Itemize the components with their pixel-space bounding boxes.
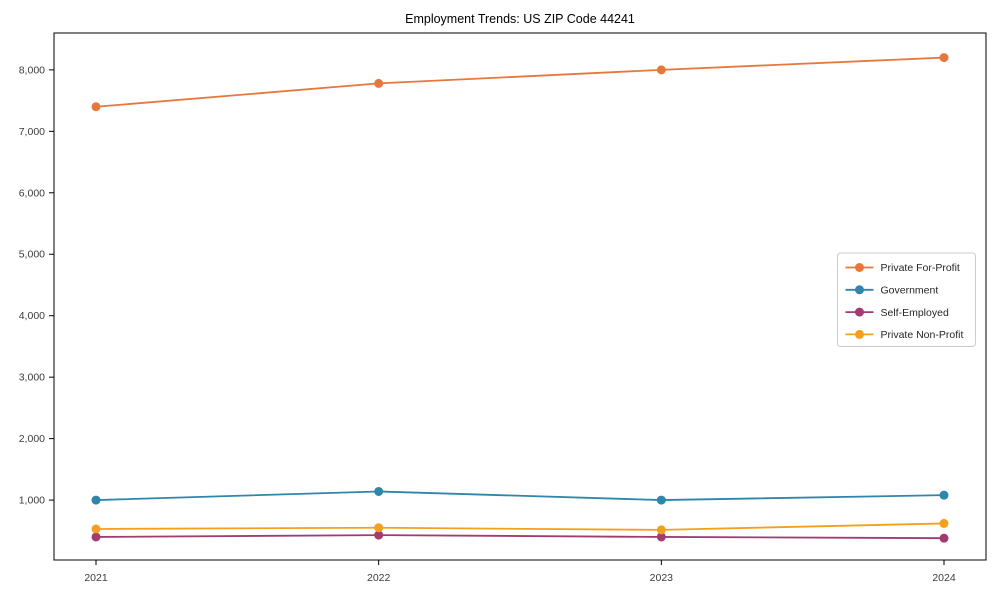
data-point <box>91 532 101 542</box>
data-point <box>91 524 101 534</box>
data-point <box>374 78 384 88</box>
legend-label: Government <box>881 285 939 297</box>
data-point <box>939 53 949 63</box>
data-point <box>656 532 666 542</box>
legend-label: Private For-Profit <box>881 262 960 274</box>
legend-label: Private Non-Profit <box>881 329 964 341</box>
data-point <box>374 523 384 533</box>
data-point <box>374 530 384 540</box>
series-line-private-non-profit <box>95 522 945 531</box>
series-line-self-employed <box>95 534 945 540</box>
y-tick-label: 8,000 <box>19 64 45 76</box>
data-point <box>656 495 666 505</box>
y-tick-label: 6,000 <box>19 187 45 199</box>
data-point <box>656 525 666 535</box>
data-point <box>939 533 949 543</box>
legend-sample-marker <box>855 263 864 272</box>
series-line-private-for-profit <box>95 56 945 108</box>
x-tick-label: 2022 <box>367 572 391 584</box>
axes-frame <box>53 32 987 561</box>
data-point <box>374 486 384 496</box>
x-tick-label: 2024 <box>932 572 956 584</box>
legend-sample-marker <box>855 285 864 295</box>
data-point <box>656 65 666 75</box>
y-tick-label: 1,000 <box>19 495 45 507</box>
y-tick-label: 4,000 <box>19 310 45 322</box>
data-point <box>939 518 949 528</box>
data-point <box>91 102 101 112</box>
legend-box <box>837 252 976 347</box>
series-line-government <box>95 490 945 501</box>
x-tick-label: 2021 <box>84 572 108 584</box>
x-tick-label: 2023 <box>650 572 674 584</box>
legend-sample-marker <box>855 307 864 317</box>
y-tick-label: 7,000 <box>19 126 45 138</box>
data-point <box>939 490 949 500</box>
legend-sample-marker <box>855 329 864 339</box>
y-tick-label: 5,000 <box>19 249 45 261</box>
plot-area: 1,000 2,000 3,000 4,000 5,000 6,000 7,000 8,000… <box>19 32 987 584</box>
data-point <box>91 495 101 505</box>
y-tick-label: 3,000 <box>19 372 45 384</box>
chart-title: Employment Trends: US ZIP Code 44241 <box>405 12 635 26</box>
legend-label: Self-Employed <box>881 307 949 319</box>
y-tick-label: 2,000 <box>19 433 45 445</box>
